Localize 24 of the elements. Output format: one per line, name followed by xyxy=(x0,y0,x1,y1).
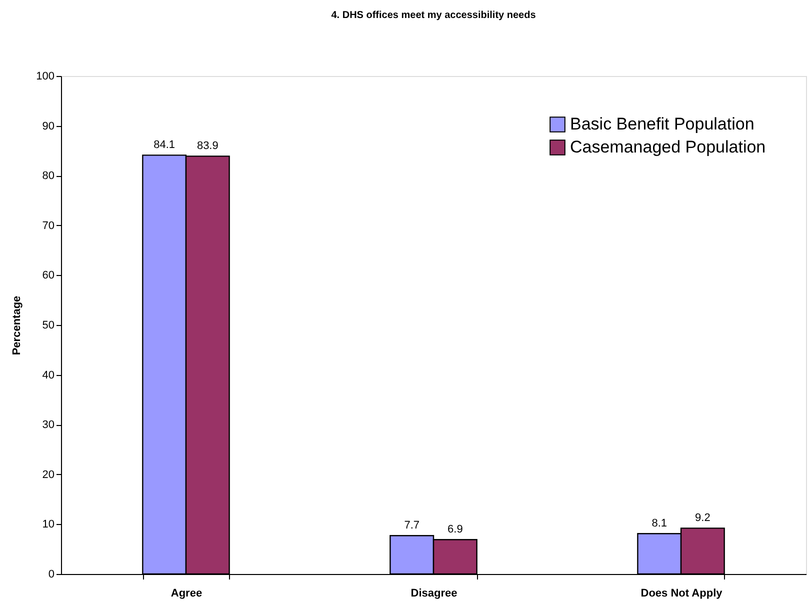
x-tick-label: Does Not Apply xyxy=(640,588,724,600)
legend-label: Basic Benefit Population xyxy=(570,114,754,134)
y-tick-label: 10 xyxy=(42,518,54,531)
y-tick-label: 20 xyxy=(42,468,54,481)
data-label: 83.9 xyxy=(196,140,218,152)
y-tick-label: 60 xyxy=(42,270,54,282)
data-label: 7.7 xyxy=(404,520,420,532)
legend-label: Casemanaged Population xyxy=(570,138,766,156)
y-tick-label: 90 xyxy=(42,120,54,132)
y-axis-title: Percentage xyxy=(11,296,24,356)
data-label: 6.9 xyxy=(448,524,463,536)
y-tick-label: 0 xyxy=(48,568,54,580)
x-tick-label: Disagree xyxy=(410,588,458,600)
data-label: 84.1 xyxy=(154,139,176,152)
data-label: 8.1 xyxy=(652,518,667,530)
x-tick-label: Agree xyxy=(170,588,202,600)
y-tick-label: 30 xyxy=(42,419,54,432)
data-label: 9.2 xyxy=(695,512,710,524)
y-tick-label: 40 xyxy=(42,369,54,382)
y-tick-label: 80 xyxy=(42,170,54,182)
y-tick-label: 50 xyxy=(42,320,54,332)
y-tick-label: 100 xyxy=(36,70,54,82)
chart-title: 4. DHS offices meet my accessibility needs xyxy=(331,10,536,21)
y-tick-label: 70 xyxy=(42,220,54,232)
